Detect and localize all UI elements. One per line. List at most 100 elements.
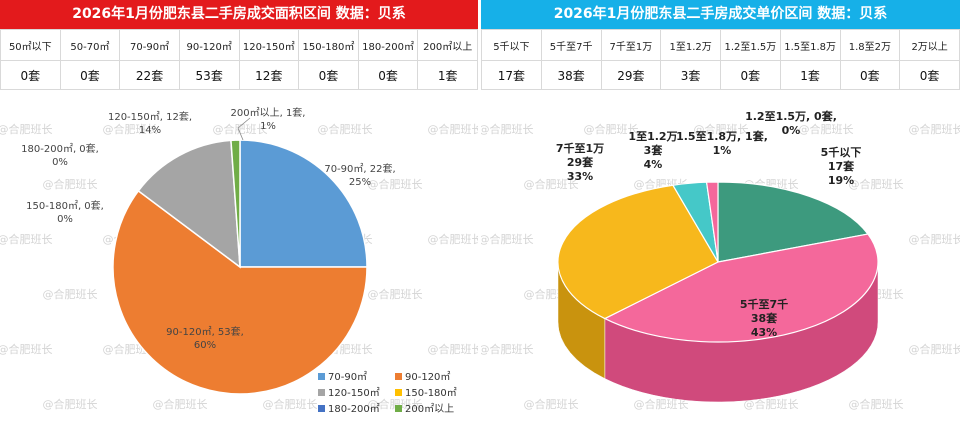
pie-data-label: 14% [139,125,161,136]
area-value-cell: 0套 [0,60,61,90]
legend-swatch [395,405,402,412]
watermark-text: @合肥班长 [524,397,579,411]
price-value-cell: 17套 [481,60,542,90]
area-pie-svg: @合肥班长 @合肥班长 @合肥班长 @合肥班长 @合肥班长 @合肥班长 @合肥班长 @合肥班长… [0,106,479,415]
pie-slice [230,139,241,268]
pie-data-label: 25% [349,177,371,188]
pie-slice [603,233,879,343]
watermark-text: @合肥班长 [318,122,373,136]
pie-data-label: 70-90㎡, 22套, [324,162,395,175]
watermark-text: @合肥班长 [428,342,479,356]
pie-data-label: 4% [644,158,663,171]
pie-data-label: 7千至1万 [556,141,604,155]
price-value-cell: 0套 [899,60,960,90]
pie-data-label: 43% [751,326,777,339]
watermark-text: @合肥班长 [0,342,53,356]
pie-data-label: 17套 [828,159,855,173]
pie-data-label: 1.5至1.8万, 1套, [676,129,768,143]
area-title-banner: 2026年1月份肥东县二手房成交面积区间 数据：贝系 [0,0,478,29]
legend-label: 150-180㎡ [405,387,457,399]
price-header-cell: 7千至1万 [600,29,662,61]
area-value-cell: 1套 [417,60,478,90]
area-header-cell: 50㎡以下 [0,29,61,61]
watermark-text: @合肥班长 [368,287,423,301]
pie-slice [112,189,368,395]
legend-swatch [395,373,402,380]
watermark-text: @合肥班长 [428,122,479,136]
price-value-cell: 1套 [779,60,841,90]
watermark-text: @合肥班长 [263,397,318,411]
price-value-cell: 29套 [600,60,662,90]
area-value-cell: 12套 [238,60,300,90]
pie-slice [557,184,719,320]
watermark-text: @合肥班长 [103,122,158,136]
price-header-cell: 5千至7千 [540,29,602,61]
watermark-text: @合肥班长 [368,177,423,191]
price-value-cell: 0套 [720,60,781,90]
area-header-cell: 200㎡以上 [417,29,478,61]
pie-data-label: 1.2至1.5万, 0套, [745,109,837,123]
watermark-text: @合肥班长 [909,342,960,356]
area-header-cell: 180-200㎡ [357,29,419,61]
price-value-cell: 3套 [660,60,721,90]
legend-swatch [395,389,402,396]
watermark-text: @合肥班长 [524,177,579,191]
price-header-cell: 2万以上 [899,29,960,61]
watermark-text: @合肥班长 [849,397,904,411]
watermark-text: @合肥班长 [799,122,854,136]
price-header-cell: 1.5至1.8万 [779,29,841,61]
pie-data-label: 180-200㎡, 0套, [21,142,99,155]
watermark-text: @合肥班长 [481,342,534,356]
pie-data-label: 150-180㎡, 0套, [26,199,104,212]
area-panel: 2026年1月份肥东县二手房成交面积区间 数据：贝系 50㎡以下 50-70㎡ … [0,0,478,427]
pie-data-label: 19% [828,174,854,187]
area-header-cell: 70-90㎡ [119,29,180,61]
area-stats-table: 50㎡以下 50-70㎡ 70-90㎡ 90-120㎡ 120-150㎡ 150… [0,29,478,90]
pie-data-label: 5千至7千 [740,297,788,311]
pie-data-label: 33% [567,170,593,183]
legend-swatch [318,373,325,380]
pie-slice [705,181,719,263]
legend-swatch [318,389,325,396]
legend-label: 200㎡以上 [405,403,454,415]
watermark-text: @合肥班长 [153,397,208,411]
pie-data-label: 38套 [751,311,778,325]
pie-slice [239,139,368,268]
area-header-cell: 120-150㎡ [238,29,300,61]
price-value-cell: 38套 [540,60,602,90]
price-stats-table: 5千以下 5千至7千 7千至1万 1至1.2万 1.2至1.5万 1.5至1.8… [481,29,960,90]
watermark-text: @合肥班长 [213,122,268,136]
watermark-text: @合肥班长 [43,397,98,411]
area-value-cell: 0套 [357,60,419,90]
legend-label: 180-200㎡ [328,403,380,415]
legend-label: 120-150㎡ [328,387,380,399]
watermark-text: @合肥班长 [634,397,689,411]
price-pie-svg: @合肥班长 @合肥班长 @合肥班长 @合肥班长 @合肥班长 @合肥班长 @合肥班长 @合肥班长… [481,109,960,411]
area-header-cell: 50-70㎡ [59,29,121,61]
watermark-text: @合肥班长 [584,122,639,136]
pie-slice [137,139,241,269]
area-pie-chart: @合肥班长 @合肥班长 @合肥班长 @合肥班长 @合肥班长 @合肥班长 @合肥班长 @合肥班长… [0,90,478,427]
price-header-cell: 1至1.2万 [660,29,721,61]
pie-data-label: 120-150㎡, 12套, [108,110,192,123]
watermark-text: @合肥班长 [694,122,749,136]
price-title-banner: 2026年1月份肥东县二手房成交单价区间 数据：贝系 [481,0,960,29]
pie-data-label: 90-120㎡, 53套, [166,325,244,338]
pie-data-label: 0% [782,124,801,137]
price-value-cell: 0套 [839,60,901,90]
area-value-cell: 0套 [298,60,359,90]
area-header-cell: 90-120㎡ [178,29,240,61]
pie-data-label: 1% [713,144,732,157]
pie-data-label: 200㎡以上, 1套, [231,106,306,119]
pie-slice [717,181,869,263]
pie-data-label: 0% [57,214,73,225]
watermark-text: @合肥班长 [368,397,423,411]
price-header-cell: 5千以下 [481,29,542,61]
pie-data-label: 29套 [567,155,594,169]
watermark-text: @合肥班长 [744,397,799,411]
pie-data-label: 5千以下 [821,145,862,159]
leader-line [237,117,251,129]
pie-data-label: 1% [260,121,276,132]
watermark-text: @合肥班长 [909,232,960,246]
area-value-cell: 0套 [59,60,121,90]
